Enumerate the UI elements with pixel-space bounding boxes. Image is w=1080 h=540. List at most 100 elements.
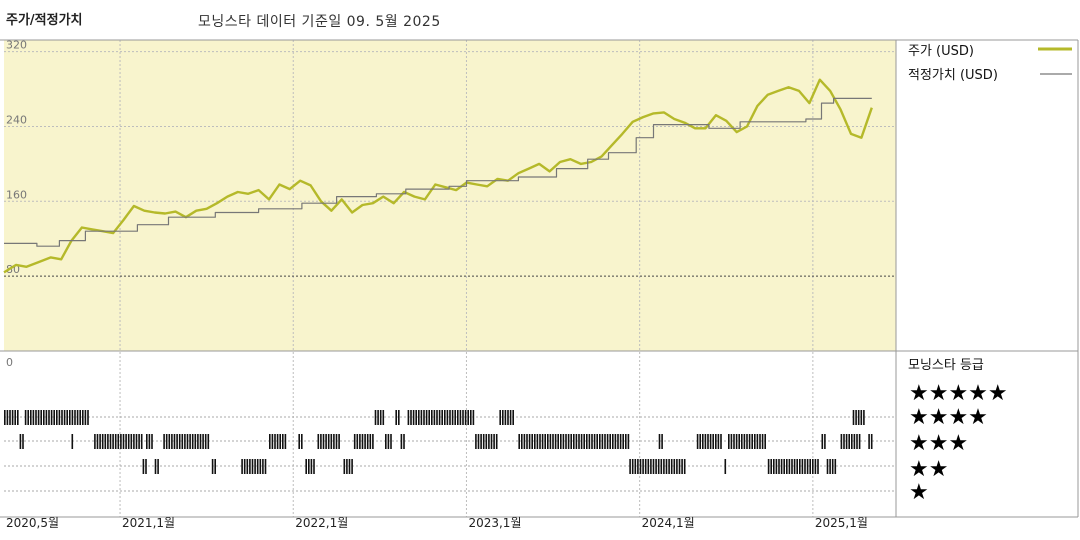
rating-mark-3-star	[298, 434, 300, 449]
rating-mark-5-star	[431, 410, 433, 425]
rating-mark-2-star	[780, 459, 783, 474]
rating-mark-3-star	[541, 434, 544, 449]
rating-mark-5-star	[58, 410, 61, 425]
rating-mark-2-star	[673, 459, 676, 474]
rating-mark-3-star	[335, 434, 338, 449]
series-layer	[3, 78, 873, 274]
rating-mark-2-star	[804, 459, 806, 474]
rating-mark-3-star	[495, 434, 498, 449]
rating-mark-5-star	[32, 410, 35, 425]
rating-mark-3-star	[279, 434, 281, 449]
rating-mark-3-star	[578, 434, 580, 449]
rating-mark-5-star	[454, 410, 456, 425]
rating-mark-3-star	[518, 434, 520, 449]
rating-mark-2-star	[670, 459, 673, 474]
rating-mark-3-star	[104, 434, 107, 449]
rating-mark-3-star	[567, 434, 570, 449]
rating-mark-3-star	[107, 434, 109, 449]
rating-mark-3-star	[575, 434, 578, 449]
rating-mark-5-star	[17, 410, 19, 425]
rating-mark-5-star	[45, 410, 48, 425]
rating-mark-2-star	[346, 459, 348, 474]
rating-mark-3-star	[557, 434, 559, 449]
rating-mark-3-star	[359, 434, 361, 449]
rating-mark-3-star	[488, 434, 490, 449]
rating-mark-2-star	[663, 459, 665, 474]
rating-mark-3-star	[284, 434, 287, 449]
rating-mark-2-star	[668, 459, 670, 474]
rating-mark-3-star	[189, 434, 191, 449]
rating-mark-3-star	[117, 434, 120, 449]
rating-mark-5-star	[433, 410, 436, 425]
rating-mark-2-star	[647, 459, 650, 474]
chart-title: 주가/적정가치	[6, 13, 83, 28]
rating-mark-3-star	[821, 434, 824, 449]
rating-mark-3-star	[274, 434, 276, 449]
rating-mark-3-star	[843, 434, 845, 449]
rating-mark-3-star	[138, 434, 140, 449]
rating-mark-3-star	[96, 434, 99, 449]
rating-mark-3-star	[704, 434, 707, 449]
y-tick-label: 320	[6, 39, 27, 52]
rating-mark-3-star	[720, 434, 722, 449]
rating-mark-3-star	[709, 434, 712, 449]
rating-mark-2-star	[770, 459, 772, 474]
rating-mark-3-star	[101, 434, 104, 449]
rating-mark-3-star	[591, 434, 593, 449]
rating-mark-2-star	[214, 459, 216, 474]
rating-mark-3-star	[320, 434, 322, 449]
rating-mark-3-star	[741, 434, 743, 449]
rating-mark-5-star	[467, 410, 469, 425]
rating-mark-3-star	[333, 434, 335, 449]
rating-mark-3-star	[71, 434, 74, 449]
rating-mark-5-star	[428, 410, 430, 425]
rating-mark-3-star	[751, 434, 753, 449]
rating-mark-3-star	[586, 434, 588, 449]
rating-mark-3-star	[140, 434, 143, 449]
rating-mark-3-star	[317, 434, 320, 449]
rating-mark-3-star	[204, 434, 207, 449]
rating-mark-3-star	[199, 434, 202, 449]
rating-mark-2-star	[264, 459, 267, 474]
rating-mark-3-star	[526, 434, 528, 449]
rating-mark-3-star	[746, 434, 748, 449]
x-tick-label: 2022,1월	[295, 516, 348, 530]
rating-mark-3-star	[385, 434, 387, 449]
rating-mark-3-star	[743, 434, 746, 449]
rating-mark-3-star	[596, 434, 598, 449]
rating-mark-5-star	[462, 410, 464, 425]
rating-mark-5-star	[398, 410, 400, 425]
rating-mark-3-star	[617, 434, 619, 449]
chart-frame	[0, 39, 1079, 518]
rating-mark-3-star	[327, 434, 330, 449]
rating-mark-3-star	[622, 434, 624, 449]
rating-mark-2-star	[665, 459, 668, 474]
fair-value-series-line	[4, 97, 872, 247]
rating-mark-2-star	[246, 459, 249, 474]
rating-mark-3-star	[330, 434, 333, 449]
rating-mark-2-star	[773, 459, 775, 474]
rating-mark-3-star	[191, 434, 194, 449]
rating-mark-3-star	[125, 434, 127, 449]
rating-mark-3-star	[702, 434, 704, 449]
rating-mark-3-star	[604, 434, 606, 449]
legend: 주가 (USD)적정가치 (USD)모닝스타 등급★★★★★★★★★★★★★★★	[908, 44, 1072, 505]
rating-mark-3-star	[851, 434, 853, 449]
rating-mark-3-star	[549, 434, 552, 449]
rating-mark-3-star	[528, 434, 531, 449]
rating-mark-2-star	[145, 459, 147, 474]
rating-mark-2-star	[826, 459, 829, 474]
rating-mark-2-star	[637, 459, 639, 474]
rating-mark-2-star	[806, 459, 809, 474]
rating-mark-3-star	[94, 434, 96, 449]
rating-mark-3-star	[619, 434, 622, 449]
rating-mark-3-star	[271, 434, 274, 449]
rating-mark-3-star	[477, 434, 480, 449]
rating-mark-2-star	[313, 459, 315, 474]
rating-mark-3-star	[202, 434, 204, 449]
rating-mark-3-star	[748, 434, 751, 449]
rating-mark-3-star	[735, 434, 738, 449]
rating-mark-3-star	[163, 434, 165, 449]
legend-price-label: 주가 (USD)	[908, 44, 974, 59]
rating-mark-5-star	[79, 410, 81, 425]
